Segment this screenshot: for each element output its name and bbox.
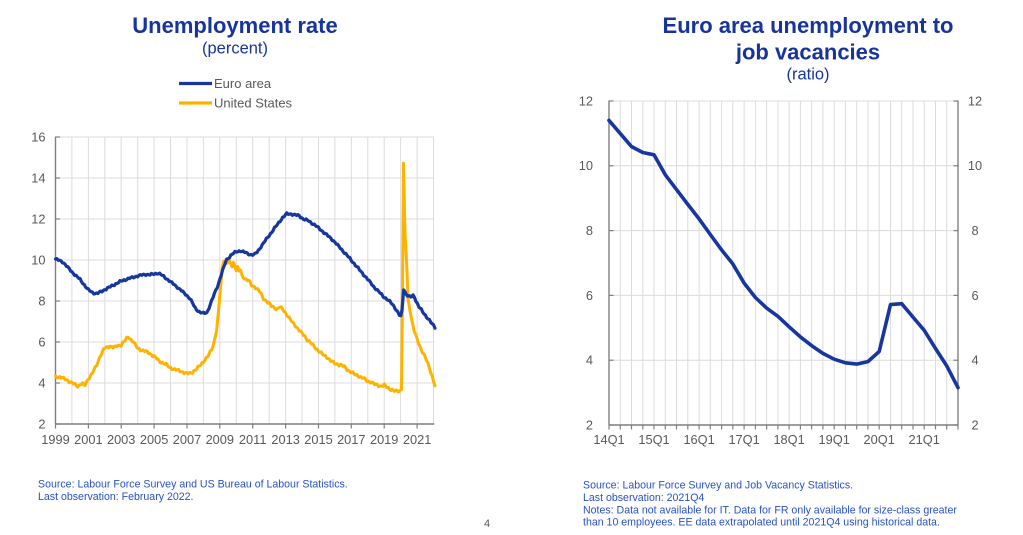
svg-text:6: 6 xyxy=(971,288,978,303)
svg-text:4: 4 xyxy=(586,353,593,368)
svg-text:2015: 2015 xyxy=(304,432,332,447)
svg-text:17Q1: 17Q1 xyxy=(728,432,759,447)
svg-text:6: 6 xyxy=(586,288,593,303)
svg-text:8: 8 xyxy=(586,223,593,238)
svg-text:2: 2 xyxy=(38,416,45,431)
svg-text:6: 6 xyxy=(38,334,45,349)
svg-text:8: 8 xyxy=(971,223,978,238)
svg-text:2003: 2003 xyxy=(107,432,135,447)
svg-text:12: 12 xyxy=(31,211,45,226)
svg-text:than 10 employees. EE data ext: than 10 employees. EE data extrapolated … xyxy=(583,517,940,529)
svg-text:2001: 2001 xyxy=(74,432,102,447)
svg-text:Source: Labour Force Survey an: Source: Labour Force Survey and Job Vaca… xyxy=(583,480,853,492)
svg-text:10: 10 xyxy=(968,158,982,173)
svg-text:2: 2 xyxy=(971,417,978,432)
svg-text:Euro area: Euro area xyxy=(214,76,272,91)
svg-text:2005: 2005 xyxy=(140,432,168,447)
svg-text:8: 8 xyxy=(38,293,45,308)
svg-text:10: 10 xyxy=(31,252,45,267)
svg-text:18Q1: 18Q1 xyxy=(773,432,804,447)
svg-text:2021: 2021 xyxy=(403,432,431,447)
svg-text:Source: Labour Force Survey an: Source: Labour Force Survey and US Burea… xyxy=(38,479,348,491)
svg-text:2011: 2011 xyxy=(239,432,267,447)
svg-text:4: 4 xyxy=(38,375,45,390)
svg-text:Notes: Data not available for: Notes: Data not available for IT. Data f… xyxy=(583,504,957,516)
svg-text:(percent): (percent) xyxy=(202,40,268,58)
svg-text:2013: 2013 xyxy=(271,432,299,447)
svg-text:16: 16 xyxy=(31,129,45,144)
svg-text:Unemployment rate: Unemployment rate xyxy=(132,13,337,38)
svg-text:4: 4 xyxy=(484,518,490,530)
svg-text:10: 10 xyxy=(579,158,593,173)
svg-text:14Q1: 14Q1 xyxy=(593,432,624,447)
svg-text:1999: 1999 xyxy=(41,432,69,447)
svg-text:Euro area unemployment to: Euro area unemployment to xyxy=(663,13,954,38)
svg-text:16Q1: 16Q1 xyxy=(683,432,714,447)
svg-text:2: 2 xyxy=(586,417,593,432)
svg-text:21Q1: 21Q1 xyxy=(909,432,940,447)
svg-text:20Q1: 20Q1 xyxy=(864,432,895,447)
svg-text:Last observation: February 202: Last observation: February 2022. xyxy=(38,491,193,503)
svg-text:2019: 2019 xyxy=(370,432,398,447)
svg-text:2009: 2009 xyxy=(206,432,234,447)
svg-text:United States: United States xyxy=(214,96,293,111)
svg-text:(ratio): (ratio) xyxy=(786,66,829,84)
svg-text:15Q1: 15Q1 xyxy=(638,432,669,447)
svg-text:job vacancies: job vacancies xyxy=(735,40,880,65)
svg-text:14: 14 xyxy=(31,170,45,185)
svg-text:4: 4 xyxy=(971,353,978,368)
svg-text:12: 12 xyxy=(579,93,593,108)
svg-text:Last observation: 2021Q4: Last observation: 2021Q4 xyxy=(583,492,704,504)
svg-text:12: 12 xyxy=(968,93,982,108)
svg-text:19Q1: 19Q1 xyxy=(819,432,850,447)
svg-text:2017: 2017 xyxy=(337,432,365,447)
svg-text:2007: 2007 xyxy=(173,432,201,447)
